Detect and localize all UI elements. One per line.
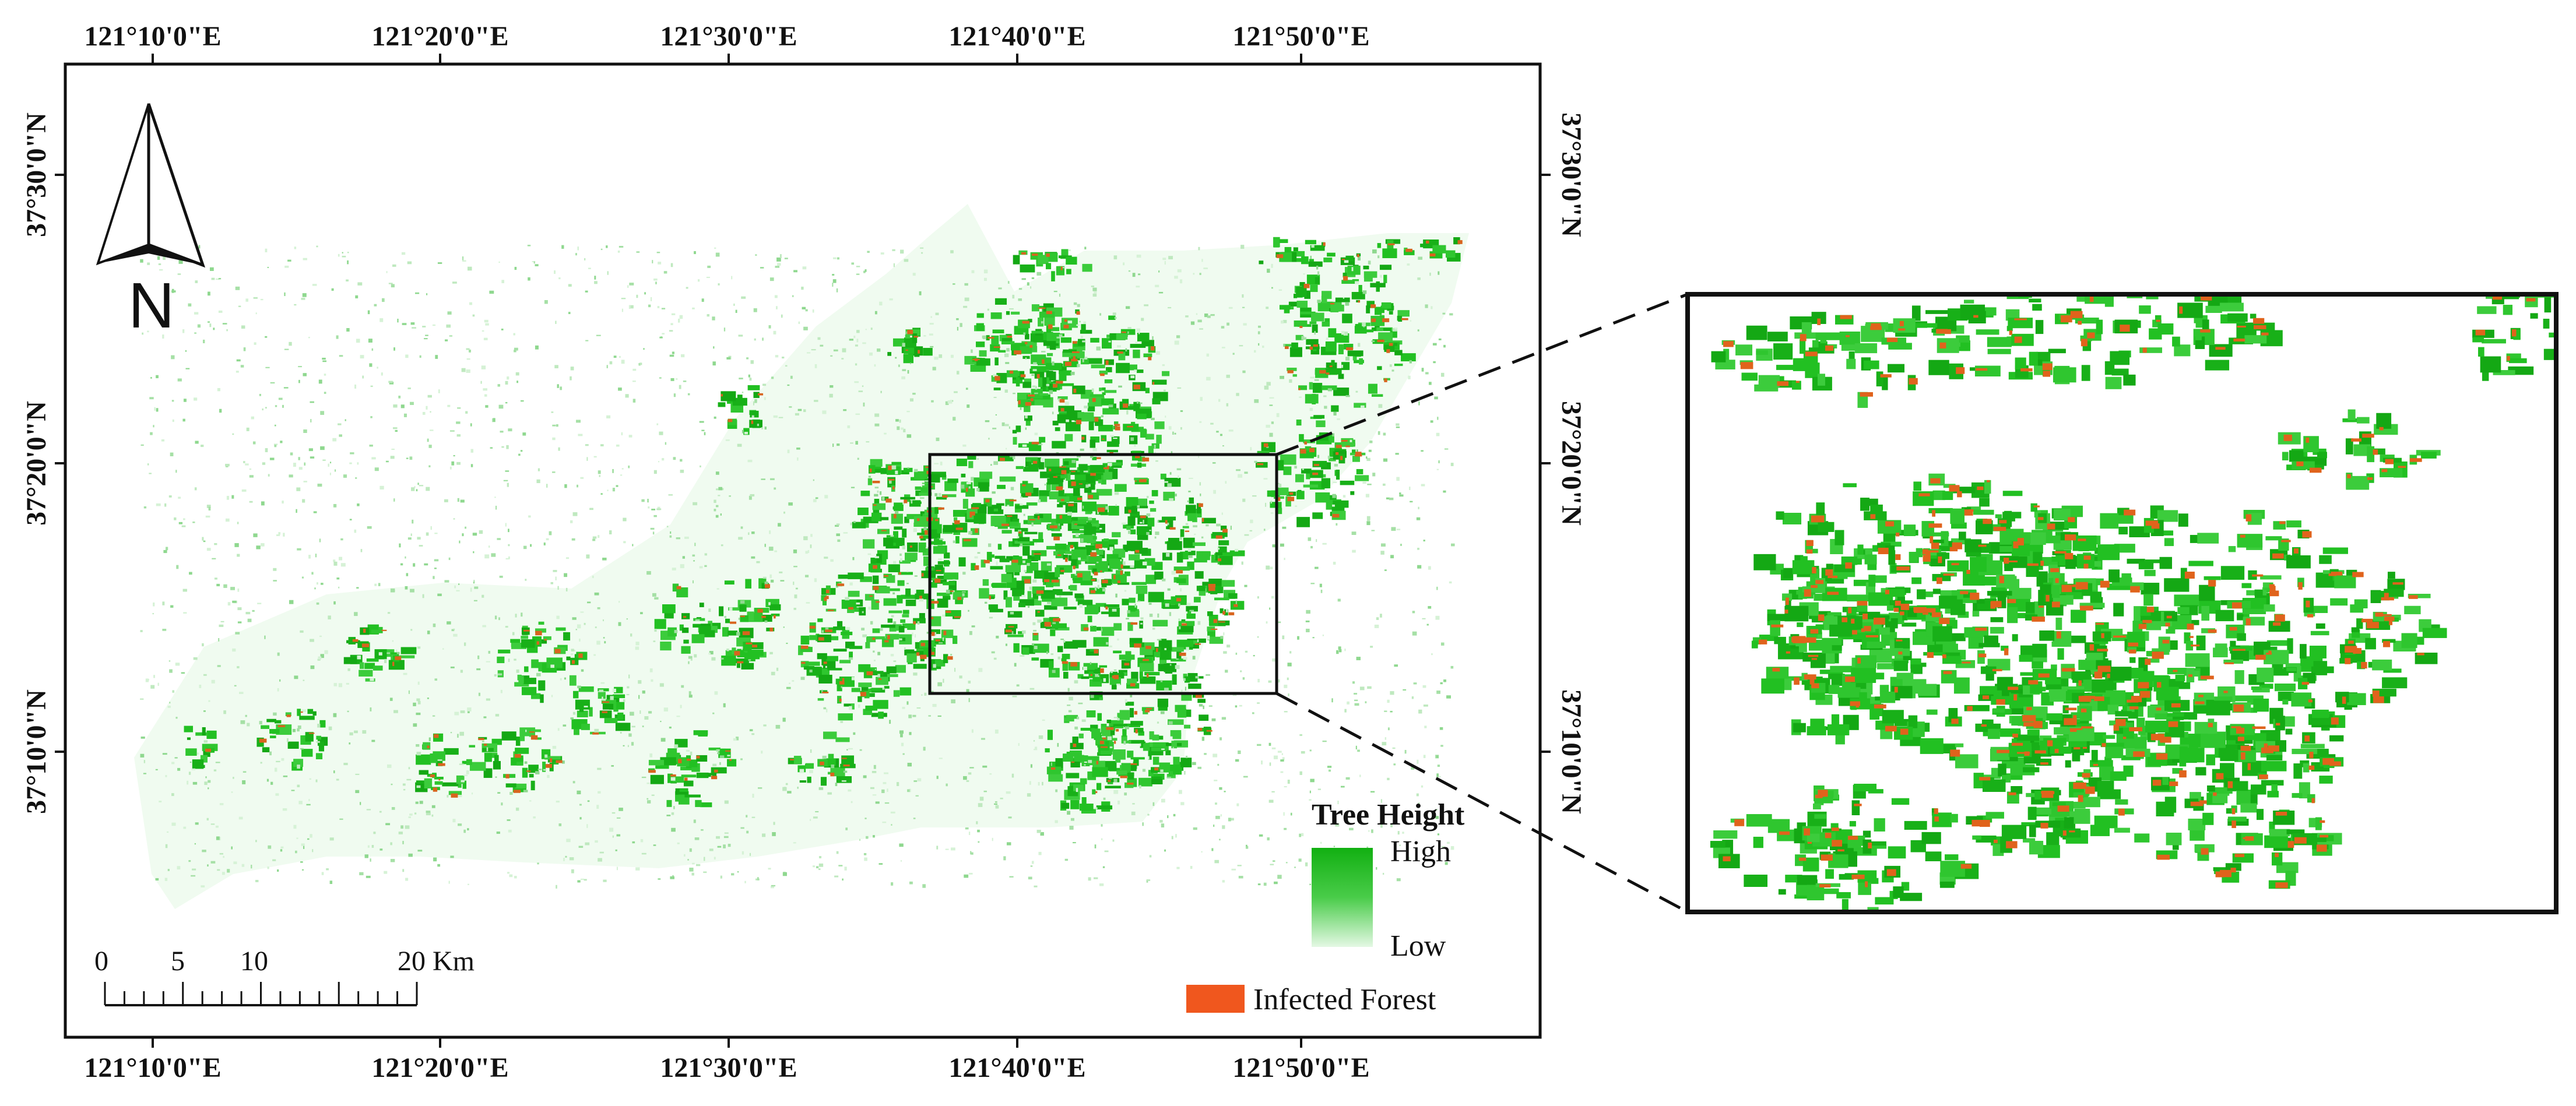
scale-label-20: 20 Km — [398, 946, 475, 977]
scale-label-0: 0 — [94, 946, 108, 977]
right-lat-label: 37°20'0"N — [1556, 401, 1587, 526]
top-lon-label: 121°40'0"E — [948, 21, 1085, 52]
left-latitude-labels: 37°30'0"N 37°20'0"N 37°10'0"N — [21, 112, 65, 814]
bottom-lon-label: 121°50'0"E — [1232, 1052, 1369, 1083]
legend: Tree Height High Low Infected Forest — [1186, 798, 1465, 1016]
top-lon-label: 121°20'0"E — [371, 21, 508, 52]
top-lon-label: 121°10'0"E — [84, 21, 221, 52]
zoom-extent-box — [928, 453, 1278, 695]
top-lon-label: 121°30'0"E — [660, 21, 797, 52]
left-lat-label: 37°20'0"N — [21, 401, 52, 526]
legend-low: Low — [1390, 929, 1446, 963]
zoom-connector-top — [1276, 293, 1688, 456]
bottom-lon-label: 121°30'0"E — [660, 1052, 797, 1083]
bottom-lon-label: 121°20'0"E — [371, 1052, 508, 1083]
legend-infected: Infected Forest — [1253, 983, 1436, 1016]
top-lon-label: 121°50'0"E — [1232, 21, 1369, 52]
left-lat-label: 37°30'0"N — [21, 112, 52, 237]
tree-height-ramp — [1312, 848, 1373, 947]
right-lat-label: 37°10'0"N — [1556, 689, 1587, 814]
north-label: N — [128, 270, 174, 341]
right-lat-label: 37°30'0"N — [1556, 112, 1587, 237]
bottom-lon-label: 121°10'0"E — [84, 1052, 221, 1083]
scale-label-10: 10 — [240, 946, 268, 977]
infected-patches — [205, 240, 1463, 798]
inset-frame — [1685, 292, 2559, 914]
scale-bar: 0 5 10 20 Km — [94, 946, 475, 1006]
inset-map — [1685, 292, 2559, 914]
north-arrow: N — [96, 103, 206, 341]
bottom-longitude-labels: 121°10'0"E 121°20'0"E 121°30'0"E 121°40'0"E… — [84, 1037, 1370, 1083]
legend-high: High — [1390, 835, 1451, 868]
scale-label-5: 5 — [171, 946, 185, 977]
bottom-lon-label: 121°40'0"E — [948, 1052, 1085, 1083]
legend-title: Tree Height — [1312, 798, 1465, 832]
infected-swatch — [1186, 985, 1245, 1013]
zoom-connector-bottom — [1275, 692, 1689, 914]
top-longitude-labels: 121°10'0"E 121°20'0"E 121°30'0"E 121°40'0"E… — [84, 21, 1370, 64]
forest-raster — [134, 204, 1469, 909]
left-lat-label: 37°10'0"N — [21, 689, 52, 814]
right-latitude-labels: 37°30'0"N 37°20'0"N 37°10'0"N — [1540, 112, 1587, 814]
inset-raster — [1688, 294, 2556, 912]
